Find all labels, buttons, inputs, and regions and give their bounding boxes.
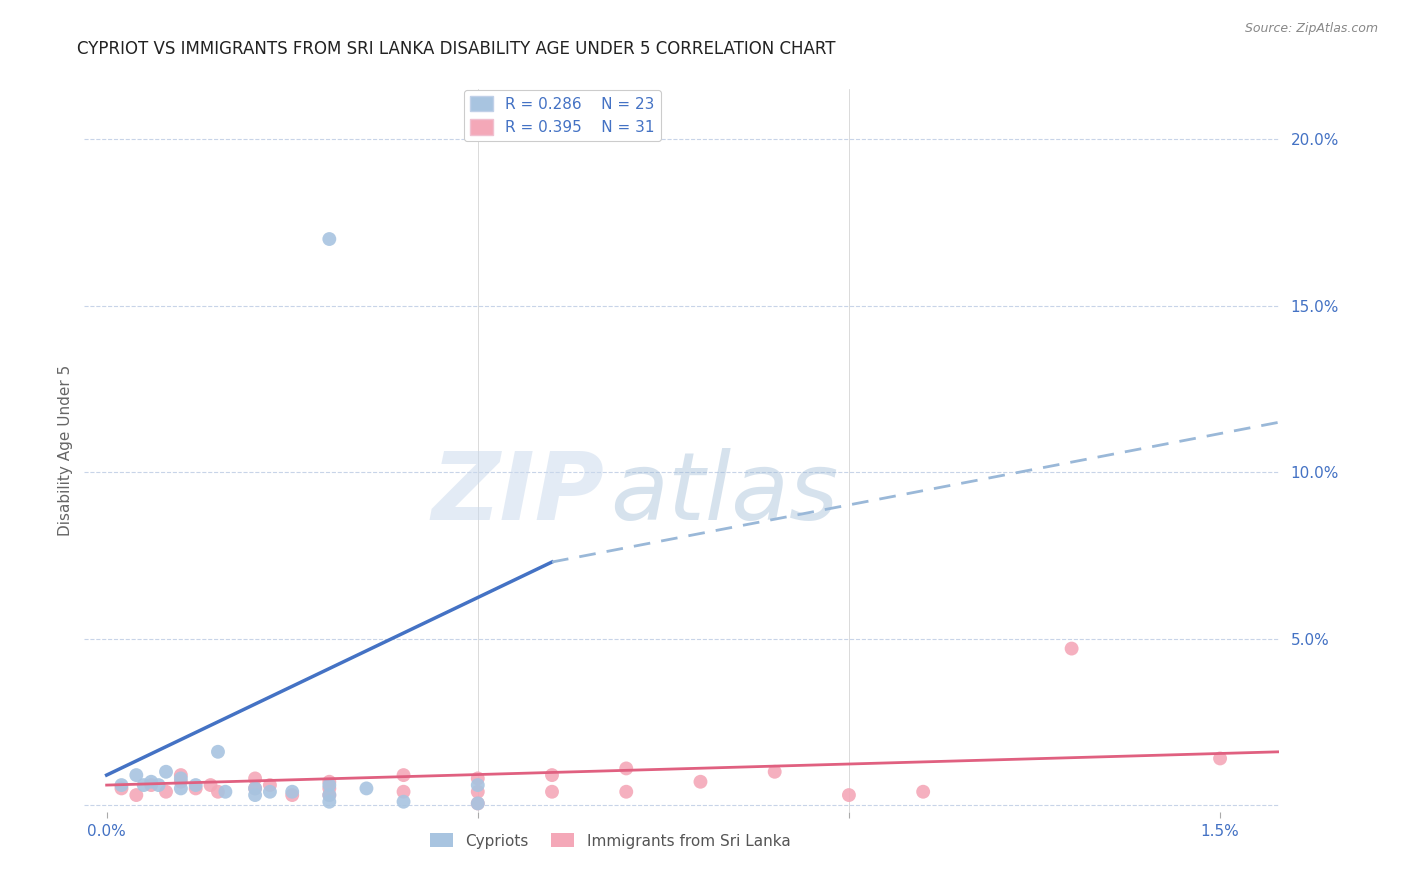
- Point: [110, 781, 132, 796]
- Text: atlas: atlas: [610, 449, 838, 540]
- Point: [243, 772, 266, 786]
- Point: [243, 788, 266, 802]
- Text: CYPRIOT VS IMMIGRANTS FROM SRI LANKA DISABILITY AGE UNDER 5 CORRELATION CHART: CYPRIOT VS IMMIGRANTS FROM SRI LANKA DIS…: [77, 40, 835, 58]
- Y-axis label: Disability Age Under 5: Disability Age Under 5: [58, 365, 73, 536]
- Point: [467, 797, 489, 811]
- Point: [141, 774, 163, 789]
- Point: [318, 232, 340, 246]
- Point: [170, 768, 193, 782]
- Point: [207, 785, 229, 799]
- Point: [184, 778, 207, 792]
- Point: [763, 764, 786, 779]
- Point: [392, 785, 415, 799]
- Point: [912, 785, 935, 799]
- Point: [281, 785, 304, 799]
- Legend: Cypriots, Immigrants from Sri Lanka: Cypriots, Immigrants from Sri Lanka: [425, 828, 796, 855]
- Point: [125, 788, 148, 802]
- Point: [541, 768, 564, 782]
- Point: [838, 788, 860, 802]
- Point: [318, 788, 340, 802]
- Point: [467, 772, 489, 786]
- Point: [1060, 641, 1083, 656]
- Point: [110, 778, 132, 792]
- Point: [392, 768, 415, 782]
- Point: [148, 778, 170, 792]
- Point: [1209, 751, 1232, 765]
- Point: [155, 764, 177, 779]
- Point: [243, 781, 266, 796]
- Point: [614, 785, 637, 799]
- Point: [259, 778, 281, 792]
- Point: [689, 774, 711, 789]
- Point: [318, 778, 340, 792]
- Point: [467, 785, 489, 799]
- Point: [243, 781, 266, 796]
- Text: ZIP: ZIP: [432, 448, 605, 540]
- Point: [214, 785, 236, 799]
- Point: [318, 795, 340, 809]
- Point: [132, 778, 155, 792]
- Point: [200, 778, 222, 792]
- Point: [141, 778, 163, 792]
- Point: [318, 774, 340, 789]
- Point: [170, 772, 193, 786]
- Point: [125, 768, 148, 782]
- Point: [170, 781, 193, 796]
- Point: [318, 781, 340, 796]
- Point: [467, 797, 489, 811]
- Point: [207, 745, 229, 759]
- Point: [170, 774, 193, 789]
- Point: [259, 785, 281, 799]
- Text: Source: ZipAtlas.com: Source: ZipAtlas.com: [1244, 22, 1378, 36]
- Point: [392, 795, 415, 809]
- Point: [184, 781, 207, 796]
- Point: [467, 778, 489, 792]
- Point: [614, 761, 637, 775]
- Point: [281, 788, 304, 802]
- Point: [356, 781, 378, 796]
- Point: [541, 785, 564, 799]
- Point: [318, 788, 340, 802]
- Point: [155, 785, 177, 799]
